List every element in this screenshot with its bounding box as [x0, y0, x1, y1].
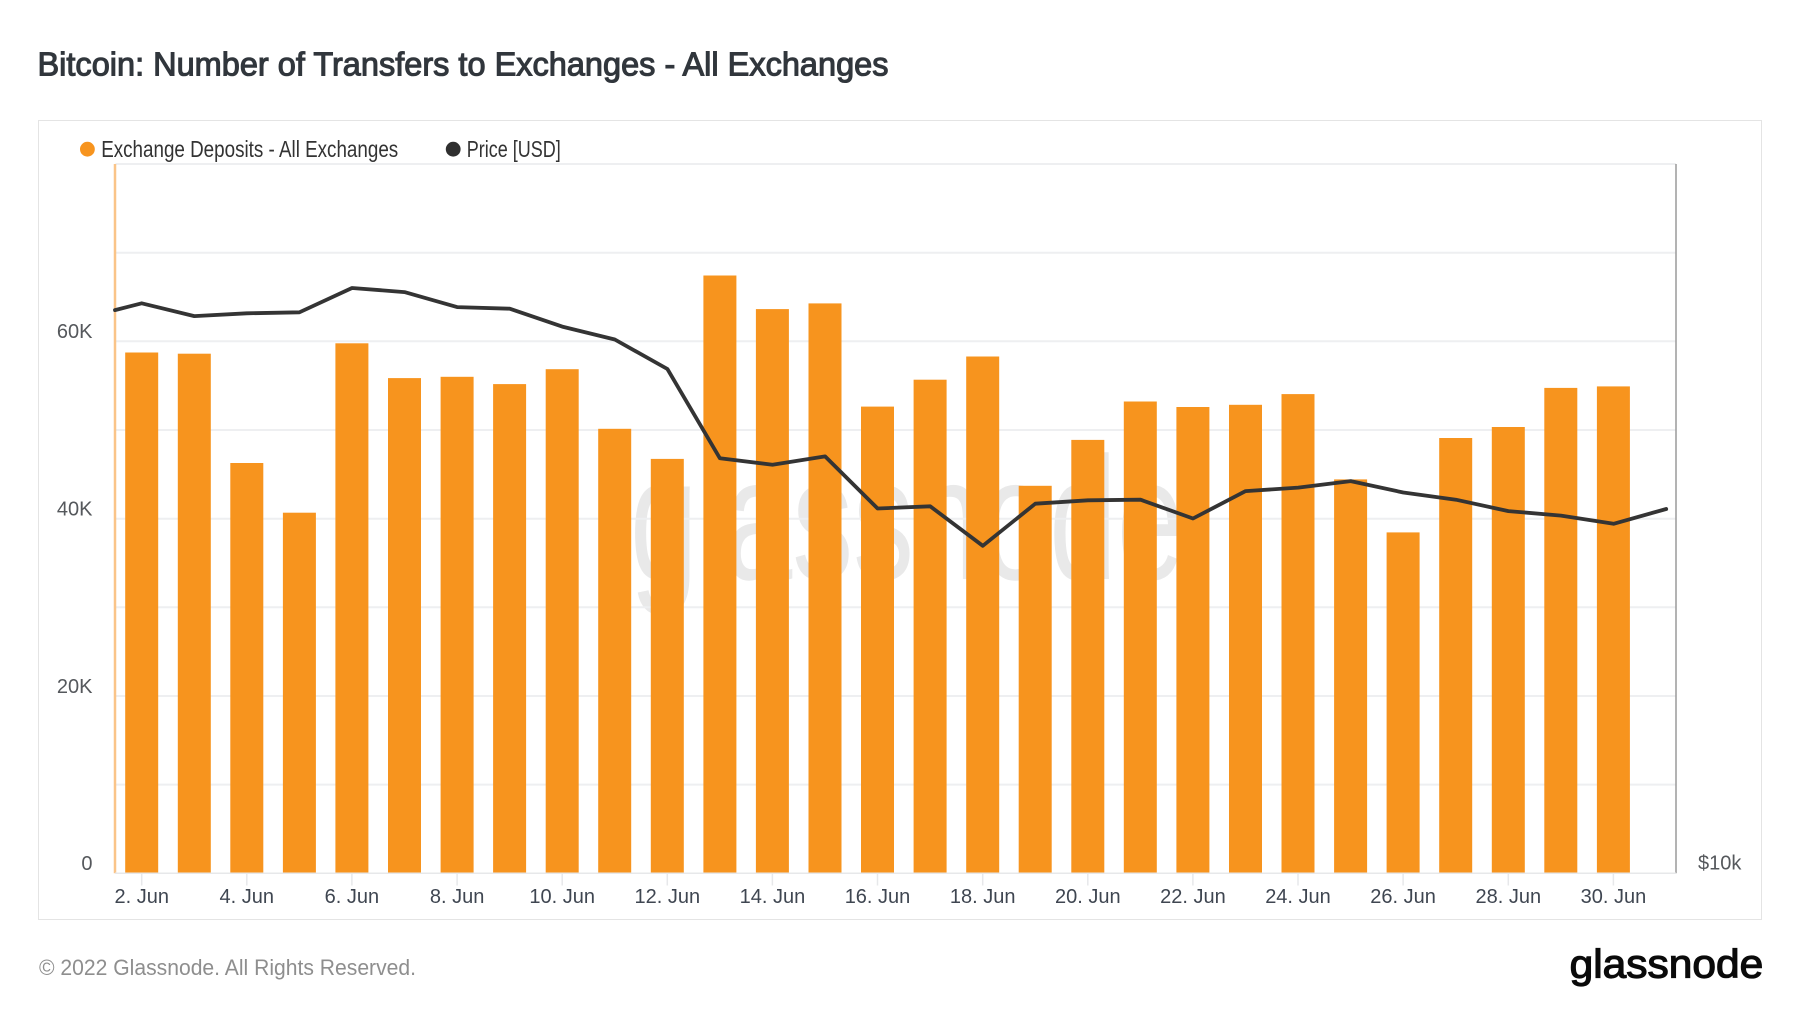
svg-text:20K: 20K: [57, 676, 93, 698]
svg-text:22. Jun: 22. Jun: [1160, 886, 1226, 908]
svg-text:24. Jun: 24. Jun: [1265, 886, 1331, 908]
svg-text:2. Jun: 2. Jun: [114, 886, 168, 908]
svg-text:60K: 60K: [57, 321, 93, 343]
svg-text:0: 0: [81, 853, 92, 875]
svg-text:20. Jun: 20. Jun: [1055, 886, 1121, 908]
svg-text:40K: 40K: [57, 499, 93, 521]
svg-text:6. Jun: 6. Jun: [325, 886, 379, 908]
svg-text:26. Jun: 26. Jun: [1370, 886, 1436, 908]
svg-text:16. Jun: 16. Jun: [845, 886, 911, 908]
svg-text:10. Jun: 10. Jun: [529, 886, 595, 908]
svg-text:14. Jun: 14. Jun: [740, 886, 806, 908]
svg-text:Price [USD]: Price [USD]: [467, 136, 561, 162]
svg-text:© 2022 Glassnode. All Rights R: © 2022 Glassnode. All Rights Reserved.: [39, 955, 416, 980]
svg-text:Bitcoin: Number of Transfers t: Bitcoin: Number of Transfers to Exchange…: [38, 45, 889, 82]
svg-text:12. Jun: 12. Jun: [634, 886, 700, 908]
svg-text:8. Jun: 8. Jun: [430, 886, 484, 908]
svg-text:28. Jun: 28. Jun: [1475, 886, 1541, 908]
svg-text:18. Jun: 18. Jun: [950, 886, 1016, 908]
svg-text:Exchange Deposits - All Exchan: Exchange Deposits - All Exchanges: [101, 136, 398, 162]
svg-text:4. Jun: 4. Jun: [220, 886, 274, 908]
svg-text:30. Jun: 30. Jun: [1581, 886, 1647, 908]
svg-text:$10k: $10k: [1698, 853, 1742, 875]
svg-text:glassnode: glassnode: [1570, 943, 1764, 987]
